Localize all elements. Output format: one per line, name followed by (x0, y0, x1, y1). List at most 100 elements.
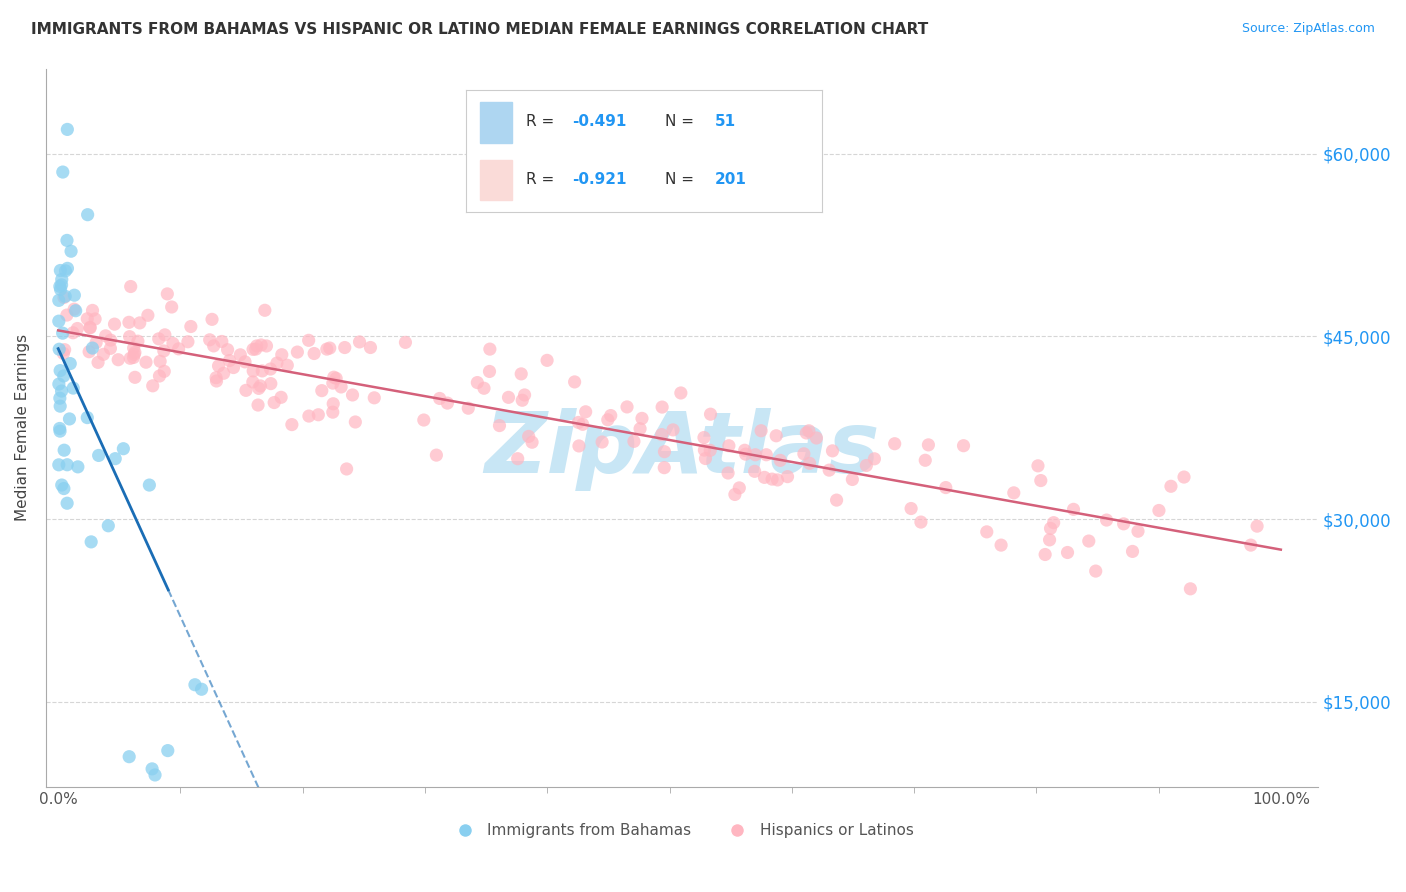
Point (717, 466, 740, 480)
Point (77, 344, 100, 359)
Point (799, 456, 821, 470)
Point (76, 208, 98, 222)
Point (235, 384, 257, 398)
Point (256, 339, 278, 353)
Point (755, 448, 778, 462)
Point (100, 333, 122, 347)
Point (49, 279, 72, 293)
Point (1121, 544, 1143, 558)
Point (48, 293, 70, 308)
Point (122, 341, 145, 355)
Point (520, 435, 543, 450)
Point (217, 343, 239, 357)
Point (1038, 533, 1060, 547)
Point (97, 518, 120, 533)
Point (142, 379, 165, 393)
Point (333, 341, 356, 355)
Point (222, 360, 245, 375)
Point (84, 335, 107, 350)
Point (311, 384, 333, 398)
Point (49, 391, 72, 405)
Point (976, 524, 998, 539)
Point (56, 308, 79, 322)
Point (776, 469, 799, 483)
Point (952, 439, 974, 453)
Point (883, 436, 905, 450)
Point (82, 341, 104, 355)
Point (506, 451, 529, 466)
Point (276, 358, 298, 372)
Point (76, 410, 98, 425)
Point (79, 320, 101, 334)
Point (153, 327, 176, 342)
Point (662, 423, 685, 437)
Point (53, 443, 76, 458)
Point (76, 311, 98, 326)
Point (79, 320, 101, 334)
Point (205, 370, 228, 384)
Point (628, 422, 651, 436)
Point (56, 261, 79, 276)
Point (513, 388, 536, 402)
Point (149, 354, 172, 368)
Point (695, 451, 717, 466)
Point (591, 435, 613, 450)
Point (52, 165, 75, 179)
Point (242, 375, 264, 389)
Point (180, 319, 202, 334)
Point (467, 376, 489, 390)
Point (564, 375, 586, 389)
Point (218, 353, 240, 368)
Point (571, 417, 593, 432)
Point (1029, 474, 1052, 488)
Point (322, 397, 344, 411)
Point (60, 244, 83, 259)
Point (344, 415, 367, 429)
Point (363, 391, 385, 405)
Point (818, 463, 841, 477)
Point (281, 417, 304, 432)
Legend: Immigrants from Bahamas, Hispanics or Latinos: Immigrants from Bahamas, Hispanics or La… (443, 817, 921, 844)
Point (488, 418, 510, 433)
Point (575, 405, 598, 419)
Point (652, 460, 675, 475)
Point (66, 459, 89, 474)
Point (1084, 564, 1107, 578)
Point (63, 288, 86, 302)
Point (205, 374, 228, 388)
Point (103, 317, 125, 331)
Point (567, 416, 589, 430)
Point (104, 451, 127, 466)
Point (124, 370, 146, 384)
Point (56, 458, 79, 472)
Point (322, 376, 344, 391)
Point (855, 458, 877, 473)
Point (910, 515, 932, 529)
Point (48, 314, 70, 328)
Point (651, 427, 673, 442)
Point (315, 342, 337, 356)
Point (247, 398, 270, 412)
Point (990, 538, 1012, 552)
Point (1147, 503, 1170, 517)
Point (65, 303, 87, 318)
Point (233, 355, 256, 369)
Point (568, 439, 591, 453)
Point (62, 326, 84, 340)
Point (51, 478, 73, 492)
Point (806, 431, 828, 445)
Point (128, 316, 150, 330)
Point (212, 366, 235, 380)
Point (1063, 502, 1085, 516)
Point (48, 377, 70, 392)
Text: IMMIGRANTS FROM BAHAMAS VS HISPANIC OR LATINO MEDIAN FEMALE EARNINGS CORRELATION: IMMIGRANTS FROM BAHAMAS VS HISPANIC OR L… (31, 22, 928, 37)
Point (596, 413, 619, 427)
Point (319, 341, 342, 355)
Point (1002, 486, 1025, 500)
Point (118, 329, 141, 343)
Point (1042, 516, 1064, 530)
Point (734, 443, 756, 458)
Point (478, 342, 501, 356)
Text: Source: ZipAtlas.com: Source: ZipAtlas.com (1241, 22, 1375, 36)
Point (287, 345, 309, 359)
